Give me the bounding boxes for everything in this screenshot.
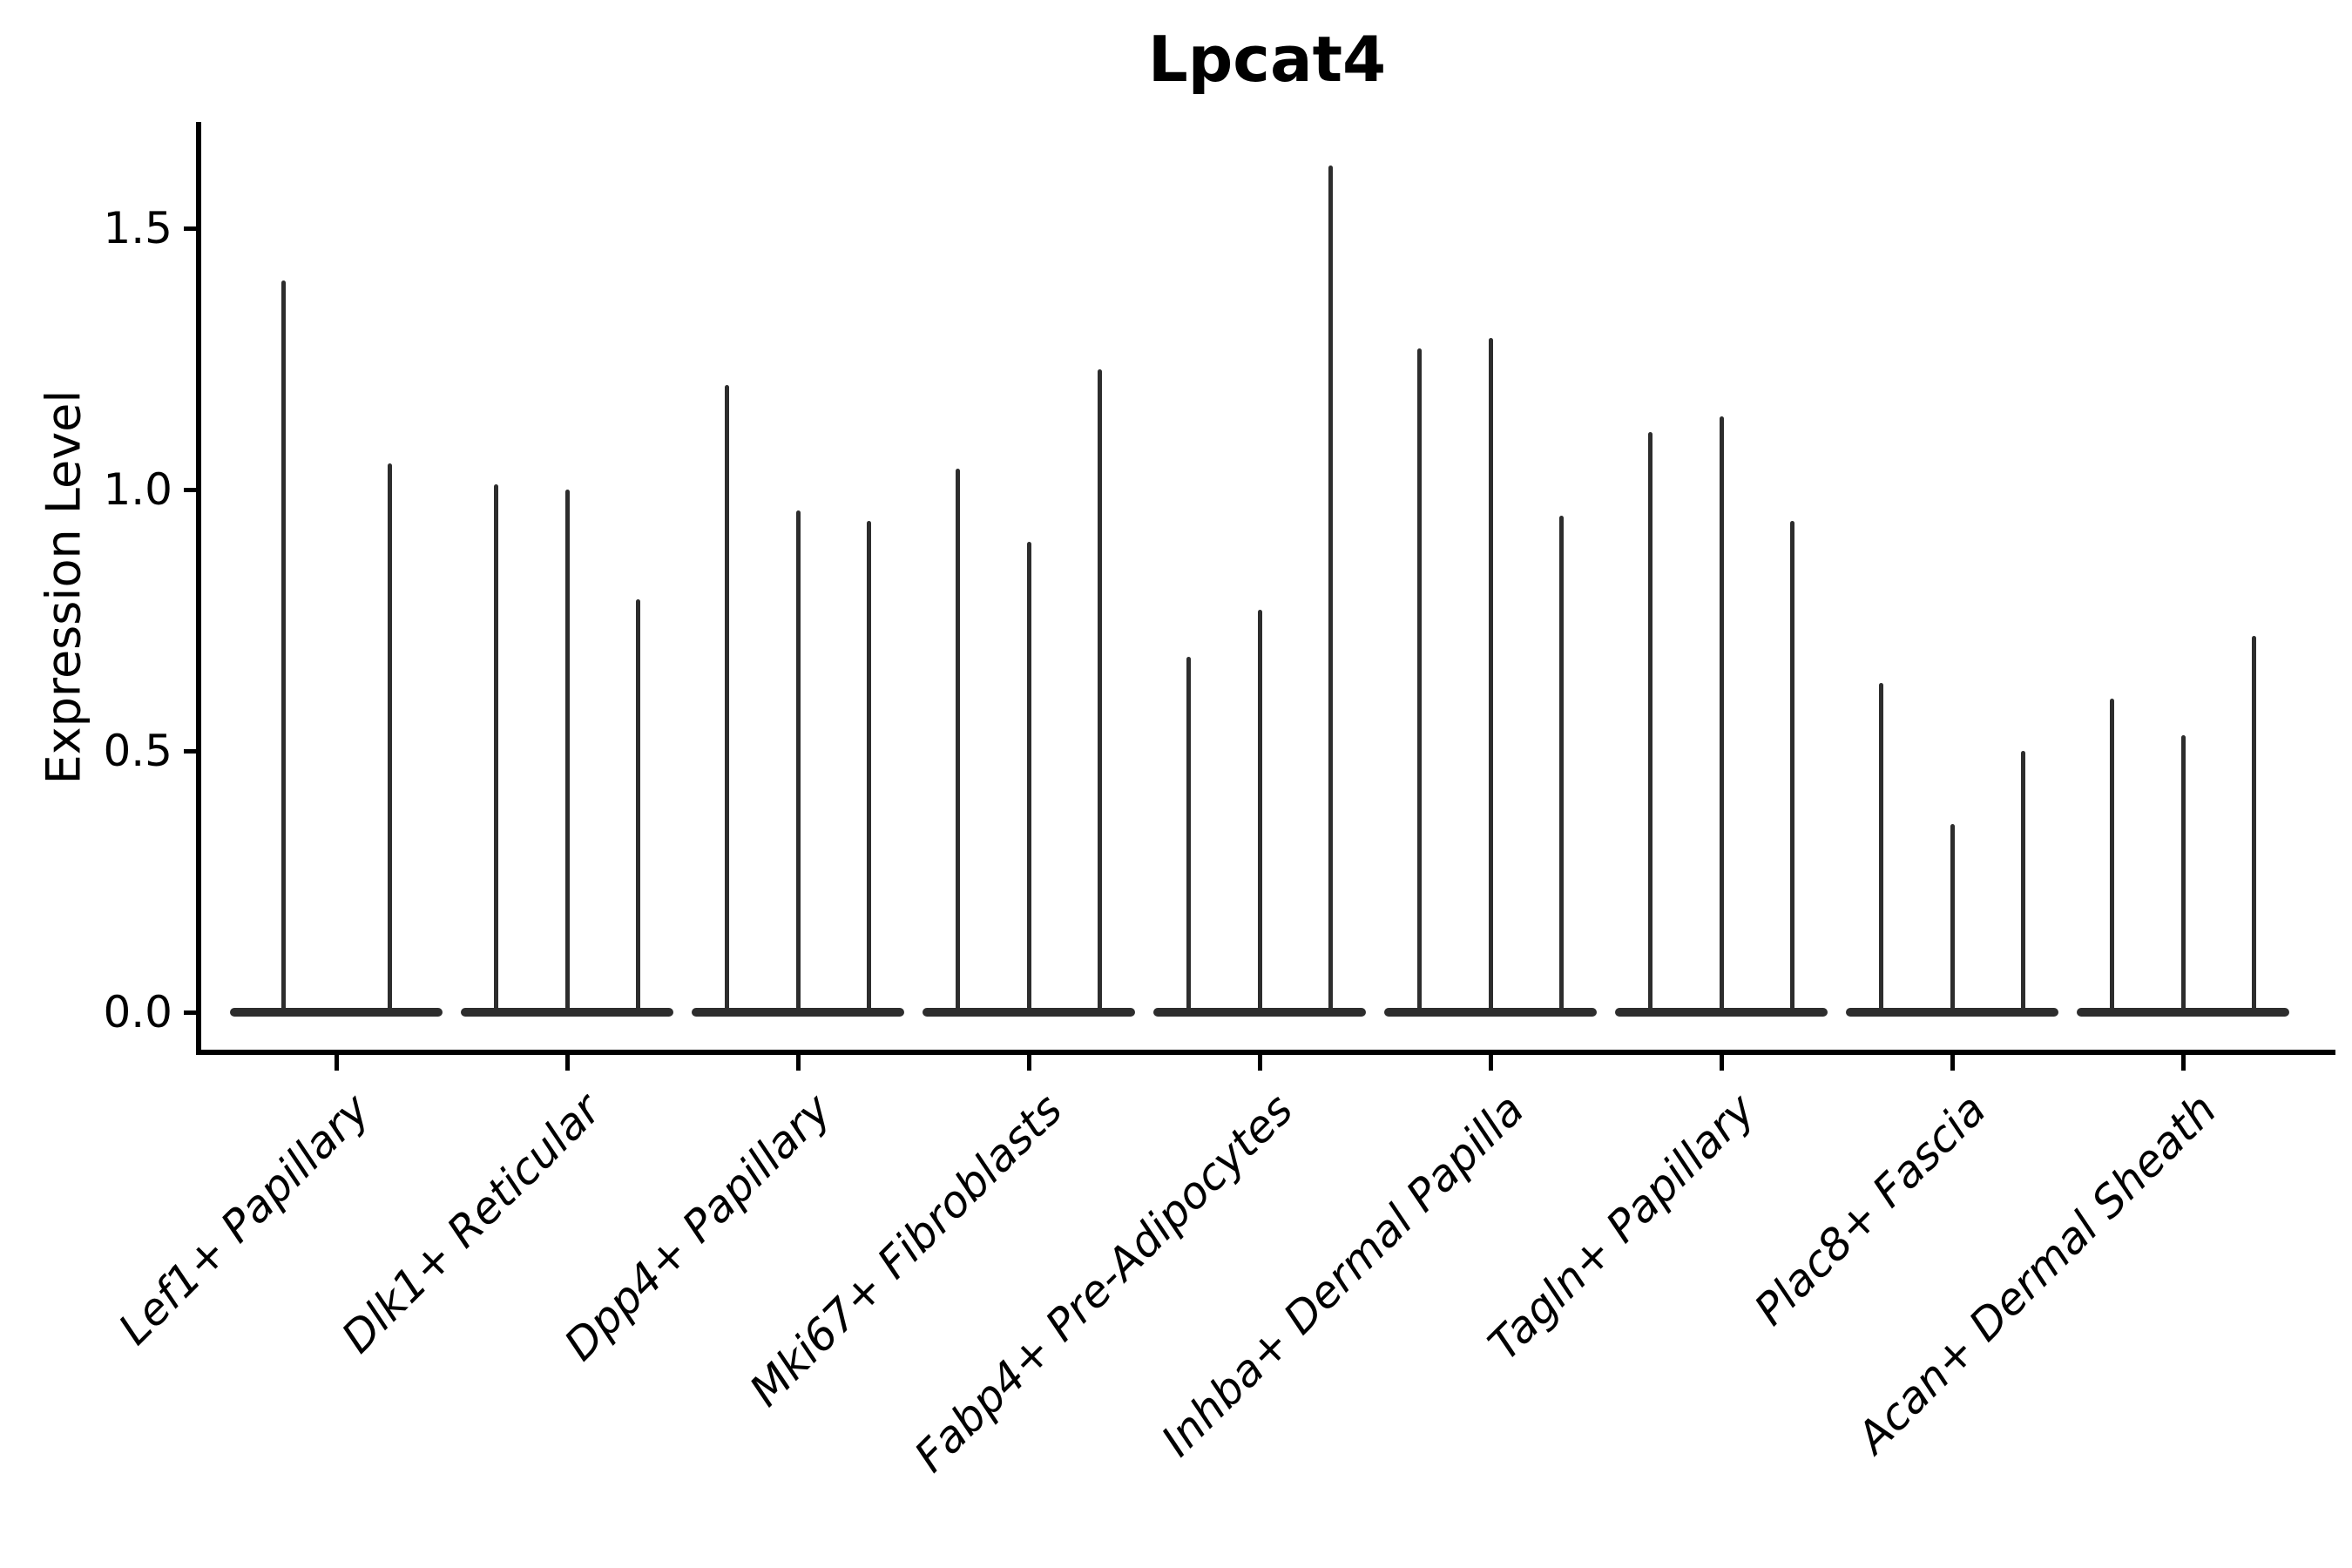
violin-spike	[1789, 521, 1794, 1012]
violin-spike	[494, 484, 499, 1012]
x-tick-label: Lef1+ Papillary	[109, 1084, 380, 1355]
violin-spike	[1488, 338, 1493, 1012]
violin-spike	[280, 280, 286, 1012]
x-tick-mark	[2180, 1055, 2186, 1071]
y-tick-mark	[184, 748, 197, 754]
violin-base	[461, 1008, 673, 1017]
x-tick-label: Fabp4+ Pre-Adipocytes	[905, 1084, 1303, 1483]
violin-base	[1846, 1008, 2058, 1017]
x-tick-mark	[795, 1055, 801, 1071]
violin-spike	[866, 521, 871, 1012]
violin-spike	[2251, 636, 2256, 1012]
violin-spike	[1648, 432, 1653, 1012]
violin-spike	[2180, 735, 2186, 1012]
violin-spike	[1097, 369, 1102, 1012]
violin-base	[1153, 1008, 1366, 1017]
violin-spike	[2110, 699, 2115, 1012]
y-tick-label: 1.0	[103, 464, 172, 515]
y-axis-label: Expression Level	[36, 389, 91, 785]
violin-base	[2077, 1008, 2289, 1017]
x-tick-label: Plac8+ Fascia	[1744, 1084, 1996, 1335]
x-tick-mark	[1257, 1055, 1262, 1071]
violin-spike	[564, 490, 570, 1012]
violin-spike	[1950, 824, 1955, 1012]
violin-spike	[635, 599, 640, 1012]
x-tick-mark	[1719, 1055, 1724, 1071]
violin-spike	[1186, 657, 1192, 1012]
violin-base	[230, 1008, 443, 1017]
x-tick-mark	[1026, 1055, 1031, 1071]
x-axis-line	[196, 1050, 2335, 1055]
violin-base	[1615, 1008, 1828, 1017]
x-tick-mark	[1950, 1055, 1955, 1071]
y-tick-label: 0.5	[103, 726, 172, 776]
x-tick-mark	[334, 1055, 339, 1071]
violin-spike	[1257, 610, 1262, 1012]
violin-spike	[725, 385, 730, 1012]
y-tick-mark	[184, 226, 197, 231]
violin-spike	[1328, 166, 1333, 1012]
violin-spike	[1719, 416, 1724, 1012]
x-tick-mark	[564, 1055, 570, 1071]
x-tick-mark	[1488, 1055, 1493, 1071]
violin-spike	[1417, 348, 1423, 1012]
y-tick-label: 1.5	[103, 203, 172, 253]
violin-base	[692, 1008, 904, 1017]
chart-title: Lpcat4	[1147, 23, 1387, 96]
y-tick-mark	[184, 1010, 197, 1015]
violin-spike	[795, 510, 801, 1012]
violin-spike	[1879, 683, 1884, 1012]
violin-spike	[387, 463, 392, 1012]
violin-spike	[956, 469, 961, 1012]
violin-spike	[1026, 542, 1031, 1012]
violin-base	[923, 1008, 1135, 1017]
y-axis-line	[196, 122, 201, 1055]
violin-spike	[2020, 751, 2025, 1012]
y-tick-label: 0.0	[103, 987, 172, 1037]
y-tick-mark	[184, 487, 197, 492]
violin-base	[1384, 1008, 1597, 1017]
violin-spike	[1558, 516, 1564, 1012]
